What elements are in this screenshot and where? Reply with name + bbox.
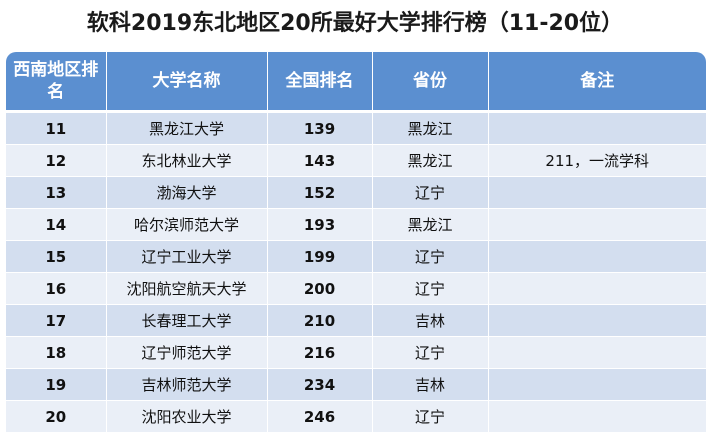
cell-province: 吉林 [372,304,489,337]
cell-university: 哈尔滨师范大学 [106,208,268,241]
cell-university: 沈阳农业大学 [106,400,268,433]
cell-regional-rank: 15 [6,240,107,273]
table-row: 12 东北林业大学 143 黑龙江 211，一流学科 [6,144,706,177]
table-row: 18 辽宁师范大学 216 辽宁 [6,336,706,369]
cell-notes [488,400,706,433]
ranking-table: 西南地区排名 大学名称 全国排名 省份 备注 11 黑龙江大学 139 黑龙江 12 东北… [6,52,706,433]
header-regional-rank: 西南地区排名 [6,52,107,113]
cell-national-rank: 246 [267,400,373,433]
cell-university: 辽宁工业大学 [106,240,268,273]
cell-province: 辽宁 [372,336,489,369]
table-row: 11 黑龙江大学 139 黑龙江 [6,111,706,145]
table-row: 16 沈阳航空航天大学 200 辽宁 [6,272,706,305]
table-row: 20 沈阳农业大学 246 辽宁 [6,400,706,433]
cell-national-rank: 152 [267,176,373,209]
cell-national-rank: 139 [267,111,373,145]
table-row: 13 渤海大学 152 辽宁 [6,176,706,209]
cell-notes [488,272,706,305]
cell-regional-rank: 20 [6,400,107,433]
ranking-table-container: 西南地区排名 大学名称 全国排名 省份 备注 11 黑龙江大学 139 黑龙江 12 东北… [6,52,706,433]
cell-national-rank: 143 [267,144,373,177]
cell-national-rank: 234 [267,368,373,401]
cell-regional-rank: 12 [6,144,107,177]
cell-province: 辽宁 [372,240,489,273]
table-row: 15 辽宁工业大学 199 辽宁 [6,240,706,273]
cell-regional-rank: 16 [6,272,107,305]
cell-university: 辽宁师范大学 [106,336,268,369]
cell-province: 黑龙江 [372,144,489,177]
table-row: 19 吉林师范大学 234 吉林 [6,368,706,401]
cell-province: 辽宁 [372,272,489,305]
cell-notes [488,208,706,241]
cell-regional-rank: 19 [6,368,107,401]
cell-notes [488,176,706,209]
header-province: 省份 [372,52,489,113]
cell-university: 黑龙江大学 [106,111,268,145]
cell-national-rank: 210 [267,304,373,337]
cell-province: 吉林 [372,368,489,401]
cell-notes [488,336,706,369]
cell-province: 黑龙江 [372,208,489,241]
cell-national-rank: 199 [267,240,373,273]
cell-province: 辽宁 [372,400,489,433]
header-national-rank: 全国排名 [267,52,373,113]
cell-national-rank: 216 [267,336,373,369]
cell-notes [488,111,706,145]
cell-university: 沈阳航空航天大学 [106,272,268,305]
cell-university: 渤海大学 [106,176,268,209]
cell-notes [488,240,706,273]
cell-national-rank: 193 [267,208,373,241]
cell-notes [488,368,706,401]
table-header: 西南地区排名 大学名称 全国排名 省份 备注 [6,52,706,113]
table-row: 14 哈尔滨师范大学 193 黑龙江 [6,208,706,241]
cell-regional-rank: 17 [6,304,107,337]
cell-regional-rank: 13 [6,176,107,209]
cell-province: 黑龙江 [372,111,489,145]
cell-notes: 211，一流学科 [488,144,706,177]
cell-university: 长春理工大学 [106,304,268,337]
header-university: 大学名称 [106,52,268,113]
header-row: 西南地区排名 大学名称 全国排名 省份 备注 [6,52,706,113]
table-row: 17 长春理工大学 210 吉林 [6,304,706,337]
page-title: 软科2019东北地区20所最好大学排行榜（11-20位） [86,11,624,36]
cell-regional-rank: 18 [6,336,107,369]
cell-notes [488,304,706,337]
cell-regional-rank: 11 [6,111,107,145]
cell-province: 辽宁 [372,176,489,209]
cell-university: 吉林师范大学 [106,368,268,401]
header-notes: 备注 [488,52,706,113]
cell-university: 东北林业大学 [106,144,268,177]
cell-regional-rank: 14 [6,208,107,241]
cell-national-rank: 200 [267,272,373,305]
table-body: 11 黑龙江大学 139 黑龙江 12 东北林业大学 143 黑龙江 211，一流学科 13 渤海大… [6,111,706,433]
